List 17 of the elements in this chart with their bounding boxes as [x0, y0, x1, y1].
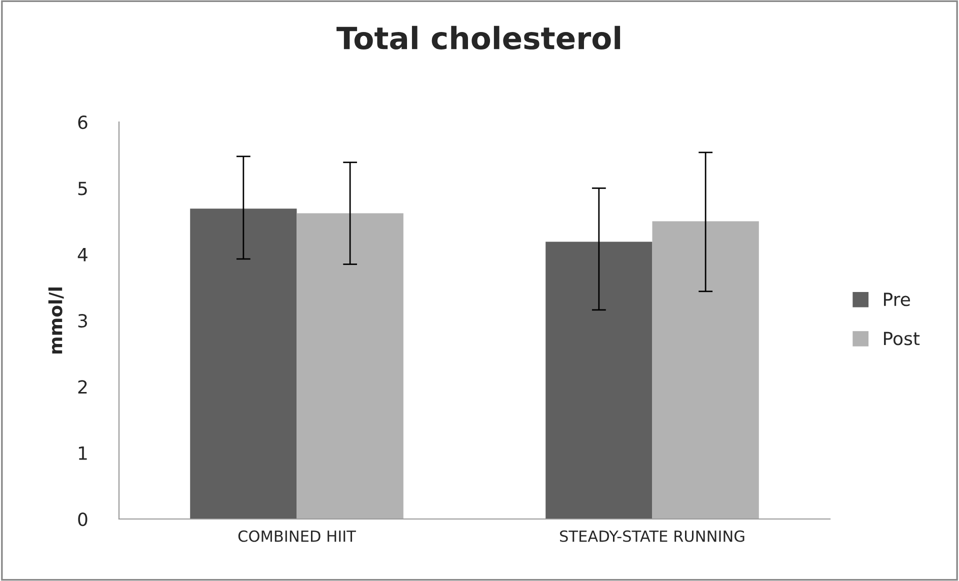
y-tick-label: 6: [78, 115, 88, 130]
y-axis-title: mmol/l: [48, 288, 64, 354]
y-tick-label: 2: [78, 380, 87, 394]
y-tick-label: 5: [78, 182, 87, 196]
bar: [296, 213, 404, 519]
x-tick-label: STEADY-STATE RUNNING: [560, 530, 744, 542]
y-tick-label: 3: [78, 314, 87, 328]
y-tick-label: 0: [78, 512, 88, 526]
legend-label: Post: [884, 332, 920, 346]
bar: [546, 242, 652, 519]
bar: [190, 208, 297, 519]
bar: [652, 221, 759, 519]
chart-title: Total cholesterol: [336, 26, 620, 50]
y-tick-label: 1: [78, 446, 87, 460]
legend-label: Pre: [884, 292, 910, 306]
y-tick-label: 4: [78, 248, 88, 262]
x-tick-label: COMBINED HIIT: [238, 530, 356, 542]
